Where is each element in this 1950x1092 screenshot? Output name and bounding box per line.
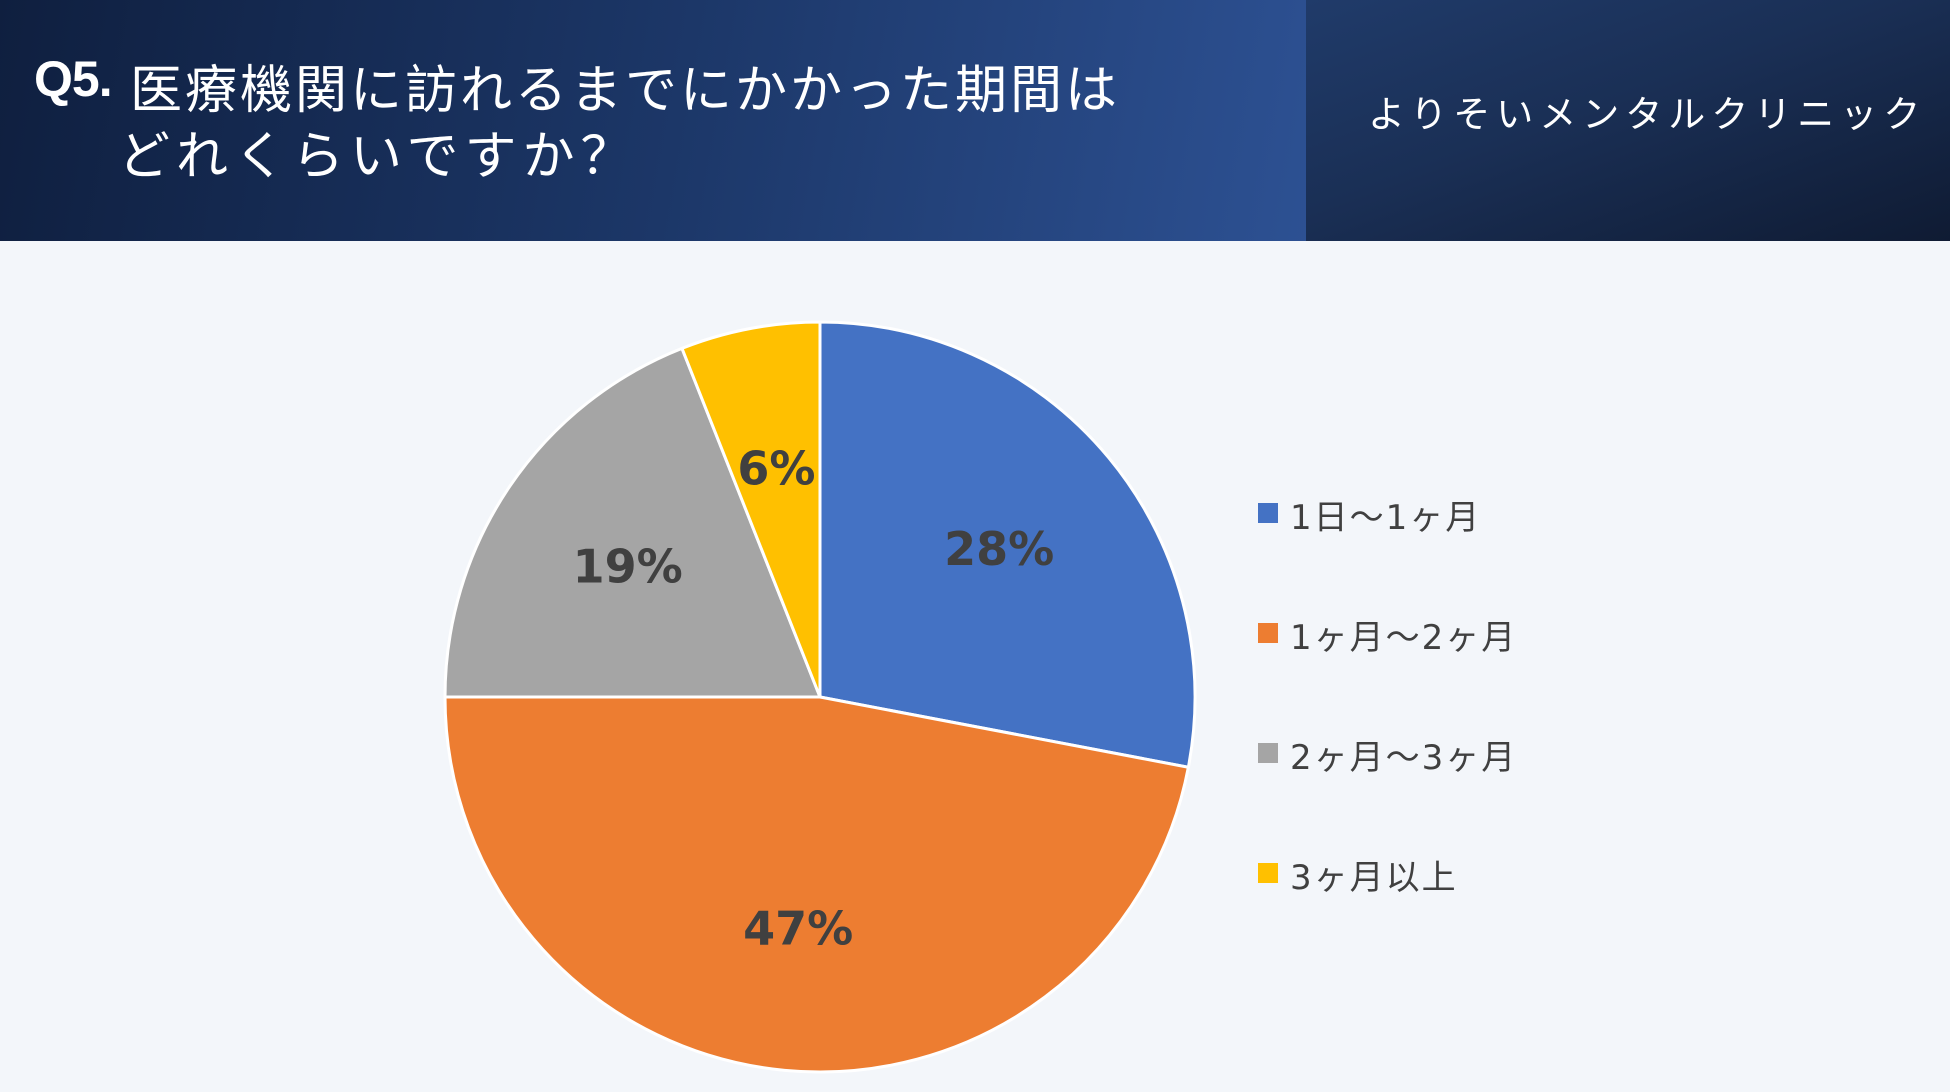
legend-label: 3ヶ月以上 [1290,858,1458,898]
legend-swatch [1258,623,1278,643]
data-label-3month-plus: 6% [737,442,815,496]
data-label-1month-2month: 47% [743,901,853,955]
clinic-name: よりそいメンタルクリニック [1368,93,1927,136]
legend-swatch [1258,863,1278,883]
pie-chart: 28% 47% 19% 6% [443,320,1197,1074]
pie-slice-3month-plus [680,320,822,698]
header-banner: Q5. 医療機関に訪れるまでにかかった期間は どれくらいですか？ よりそいメンタ… [0,0,1950,241]
pie-slice-2month-3month [443,346,823,699]
pie-slice-1month-2month [443,695,1191,1074]
pie-slice-1day-1month [818,320,1197,770]
legend-swatch [1258,743,1278,763]
legend-label: 1ヶ月～2ヶ月 [1290,618,1518,658]
data-label-2month-3month: 19% [573,539,683,593]
data-label-1day-1month: 28% [944,522,1054,576]
legend-label: 1日～1ヶ月 [1290,498,1482,538]
legend-label: 2ヶ月～3ヶ月 [1290,738,1518,778]
question-number: Q5. [34,51,113,107]
header-right-panel [1306,0,1950,241]
question-title-line1: 医療機関に訪れるまでにかかった期間は [130,61,1121,121]
question-title-line2: どれくらいですか？ [118,127,639,187]
legend-swatch [1258,503,1278,523]
